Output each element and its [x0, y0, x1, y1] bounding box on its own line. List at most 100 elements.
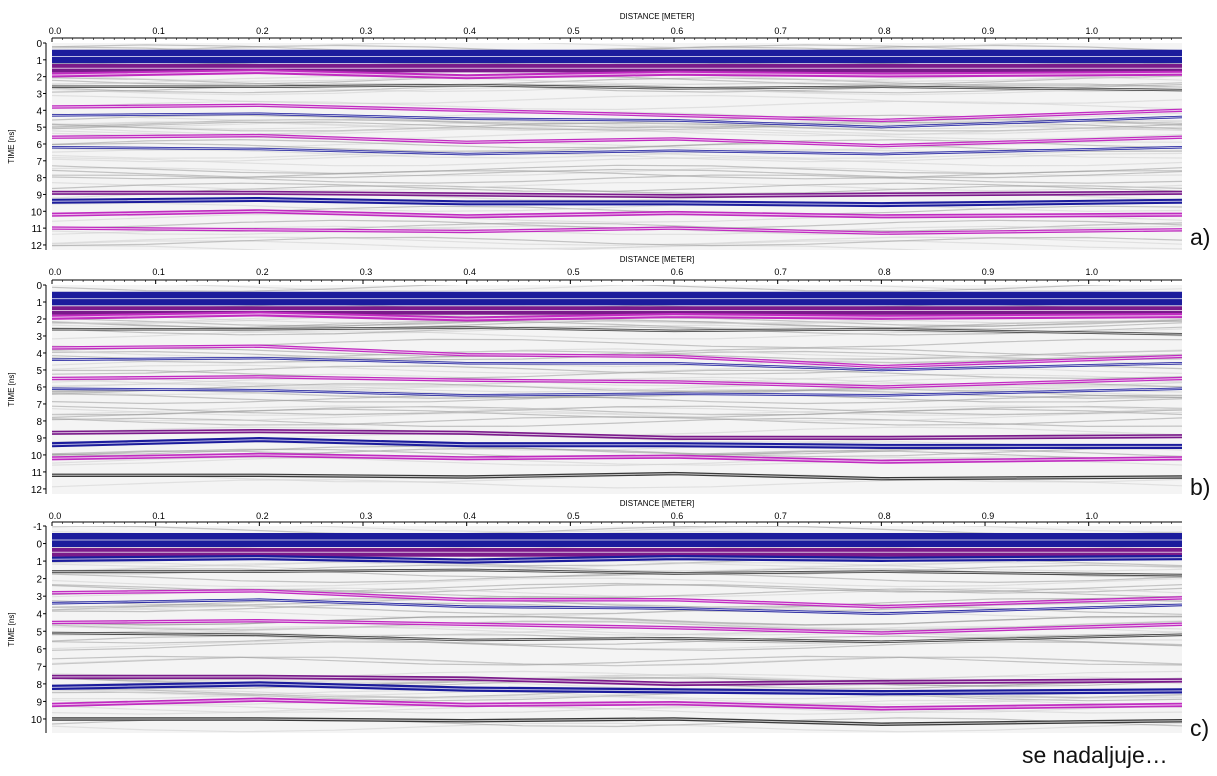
x-tick-label: 0.2 [256, 26, 269, 36]
y-tick-label: 7 [36, 662, 42, 673]
y-tick-label: 5 [36, 366, 42, 377]
x-tick-label: 0.6 [671, 267, 684, 277]
x-tick-label: 0.7 [774, 511, 787, 521]
x-tick-label: 0.0 [49, 267, 62, 277]
texture-line [52, 156, 1182, 167]
y-tick-label: 12 [31, 241, 43, 252]
y-tick-label: 6 [36, 383, 42, 394]
texture-line [52, 377, 1182, 387]
y-tick-label: 4 [36, 106, 42, 117]
x-tick-label: 0.3 [360, 511, 373, 521]
radargram-c: DISTANCE [METER] 0.0 0.1 0.2 0.3 0.4 0.5 0.6 0.7… [7, 499, 1182, 733]
texture-line [52, 285, 1123, 292]
y-tick-label: 0 [36, 540, 42, 551]
y-tick-label: 2 [36, 575, 42, 586]
reflector-highlight [52, 313, 1182, 320]
reflector-highlight [52, 345, 1182, 368]
texture-line [52, 688, 1182, 699]
texture-line [52, 164, 1182, 175]
x-tick-label: 0.5 [567, 26, 580, 36]
panel-label-b: b) [1190, 474, 1211, 500]
x-tick-label: 0.4 [463, 267, 476, 277]
texture-line [52, 94, 1182, 105]
reflector-highlight [52, 326, 1182, 335]
texture-line [52, 75, 1182, 85]
reflector-highlight [52, 227, 1182, 234]
x-axis-title: DISTANCE [METER] [620, 12, 695, 21]
texture-line [52, 347, 1182, 358]
x-axis-title: DISTANCE [METER] [620, 255, 695, 264]
y-tick-label: 8 [36, 174, 42, 185]
y-tick-label: 5 [36, 627, 42, 638]
texture-line [52, 111, 1182, 121]
reflector-highlight [52, 146, 1182, 155]
reflector-highlight [52, 676, 1182, 685]
x-tick-label: 0.1 [152, 26, 165, 36]
texture-line [52, 394, 1182, 405]
y-tick-label: 10 [31, 715, 43, 726]
panel-label-a: a) [1190, 224, 1211, 250]
y-tick-label: 12 [31, 485, 43, 496]
texture-line [52, 77, 1182, 87]
x-tick-label: 1.0 [1085, 26, 1098, 36]
texture-line [175, 285, 1182, 292]
texture-line [52, 388, 1182, 399]
texture-line [52, 325, 1182, 336]
radargram-panel-b: DISTANCE [METER] 0.0 0.1 0.2 0.3 0.4 0.5 0.6 0.7… [0, 254, 1217, 504]
y-tick-label: 4 [36, 610, 42, 621]
x-tick-label: 0.9 [982, 26, 995, 36]
x-tick-label: 0.6 [671, 511, 684, 521]
x-tick-label: 0.9 [982, 511, 995, 521]
y-axis-title: TIME [ns] [7, 372, 16, 406]
texture-line [52, 118, 1182, 128]
texture-line [52, 691, 1182, 702]
y-tick-label: 6 [36, 140, 42, 151]
reflector-highlight [52, 104, 1182, 121]
x-tick-label: 0.5 [567, 267, 580, 277]
texture-line [52, 369, 1182, 380]
x-tick-label: 0.7 [774, 267, 787, 277]
x-axis-title: DISTANCE [METER] [620, 499, 695, 508]
texture-line [52, 174, 1182, 184]
x-tick-label: 0.1 [152, 511, 165, 521]
reflector-highlight [52, 376, 1182, 388]
y-tick-label: 6 [36, 645, 42, 656]
radargram-b: DISTANCE [METER] 0.0 0.1 0.2 0.3 0.4 0.5 0.6 0.7… [7, 255, 1182, 496]
x-tick-label: 0.9 [982, 267, 995, 277]
texture-line [52, 577, 1182, 588]
texture-line [52, 43, 1074, 51]
radargram-image [52, 285, 1182, 494]
reflector-highlight [52, 71, 1182, 78]
reflector-highlight [52, 198, 1182, 206]
y-tick-label: 2 [36, 73, 42, 84]
texture-line [52, 597, 1182, 608]
x-tick-label: 0.0 [49, 511, 62, 521]
x-tick-label: 0.4 [463, 511, 476, 521]
texture-line [52, 225, 1182, 235]
y-tick-label: 8 [36, 680, 42, 691]
y-tick-label: 11 [32, 224, 43, 235]
y-tick-label: 7 [36, 400, 42, 411]
texture-line [52, 236, 1182, 247]
y-tick-label: 2 [36, 315, 42, 326]
x-tick-label: 0.7 [774, 26, 787, 36]
y-axis-title: TIME [ns] [7, 612, 16, 646]
texture-line [52, 573, 1182, 584]
y-tick-label: 3 [36, 89, 42, 100]
texture-line [52, 202, 1182, 212]
x-tick-label: 0.6 [671, 26, 684, 36]
texture-line [52, 385, 1182, 396]
y-tick-label: 9 [36, 697, 42, 708]
y-tick-label: 0 [36, 281, 42, 292]
texture-line [52, 408, 1182, 418]
texture-line [52, 655, 1182, 666]
texture-line [52, 383, 1182, 393]
x-tick-label: 0.4 [463, 26, 476, 36]
y-tick-label: 8 [36, 417, 42, 428]
texture-line [52, 630, 1182, 641]
x-tick-label: 0.3 [360, 26, 373, 36]
x-tick-label: 0.0 [49, 26, 62, 36]
reflector-highlight [52, 84, 1182, 91]
texture-line [52, 149, 1182, 159]
texture-line [52, 182, 1182, 192]
